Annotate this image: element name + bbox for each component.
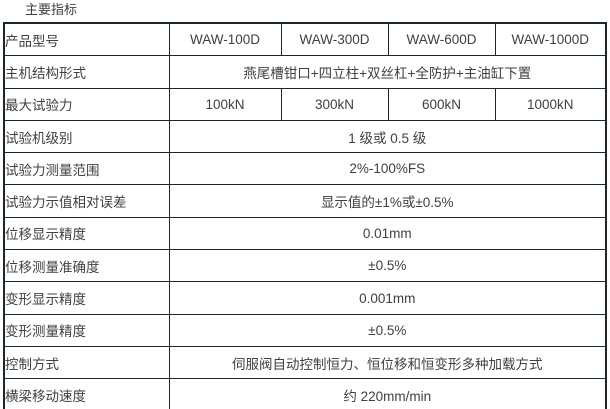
spec-value: 0.001mm [168, 281, 607, 315]
page-title: 主要指标 [25, 2, 78, 17]
table-row-force-range: 试验力测量范围 2%-100%FS [3, 152, 607, 186]
table-row-deformation-resolution: 变形显示精度 0.001mm [3, 281, 607, 315]
spec-value: 显示值的±1%或±0.5% [168, 184, 607, 218]
spec-label: 变形测量精度 [3, 313, 170, 347]
spec-value: 100kN [168, 87, 282, 121]
spec-label: 位移测量准确度 [3, 249, 170, 283]
spec-value: 300kN [280, 87, 389, 121]
spec-label: 变形显示精度 [3, 281, 170, 315]
spec-label: 主机结构形式 [3, 55, 170, 89]
spec-value: 1000kN [494, 87, 607, 121]
spec-value: 1 级或 0.5 级 [168, 119, 607, 154]
table-row-deformation-accuracy: 变形测量精度 ±0.5% [3, 313, 607, 347]
spec-value: WAW-600D [387, 22, 496, 57]
spec-value: 伺服阀自动控制恒力、恒位移和恒变形多种加载方式 [168, 345, 607, 380]
spec-value: WAW-300D [280, 22, 389, 57]
spec-value: 燕尾槽钳口+四立柱+双丝杠+全防护+主油缸下置 [168, 55, 607, 89]
spec-label: 最大试验力 [3, 87, 170, 121]
spec-label: 控制方式 [3, 345, 170, 380]
spec-label: 试验力测量范围 [3, 152, 170, 186]
spec-value: 0.01mm [168, 216, 607, 251]
table-row-product-model: 产品型号 WAW-100D WAW-300D WAW-600D WAW-1000… [3, 22, 607, 57]
spec-label: 横梁移动速度 [3, 378, 170, 409]
table-row-machine-class: 试验机级别 1 级或 0.5 级 [3, 119, 607, 154]
spec-label: 试验力示值相对误差 [3, 184, 170, 218]
spec-table: 产品型号 WAW-100D WAW-300D WAW-600D WAW-1000… [3, 22, 607, 409]
spec-value: WAW-1000D [494, 22, 607, 57]
table-row-force-error: 试验力示值相对误差 显示值的±1%或±0.5% [3, 184, 607, 218]
table-row-displacement-resolution: 位移显示精度 0.01mm [3, 216, 607, 251]
table-row-structure: 主机结构形式 燕尾槽钳口+四立柱+双丝杠+全防护+主油缸下置 [3, 55, 607, 89]
spec-value: 600kN [387, 87, 496, 121]
table-row-max-force: 最大试验力 100kN 300kN 600kN 1000kN [3, 87, 607, 121]
table-row-control-mode: 控制方式 伺服阀自动控制恒力、恒位移和恒变形多种加载方式 [3, 345, 607, 380]
spec-value: ±0.5% [168, 313, 607, 347]
spec-value: 约 220mm/min [168, 378, 607, 409]
spec-label: 试验机级别 [3, 119, 170, 154]
spec-label: 位移显示精度 [3, 216, 170, 251]
spec-value: WAW-100D [168, 22, 282, 57]
table-row-displacement-accuracy: 位移测量准确度 ±0.5% [3, 249, 607, 283]
spec-value: 2%-100%FS [168, 152, 607, 186]
spec-value: ±0.5% [168, 249, 607, 283]
spec-label: 产品型号 [3, 22, 170, 57]
table-row-crosshead-speed: 横梁移动速度 约 220mm/min [3, 378, 607, 409]
